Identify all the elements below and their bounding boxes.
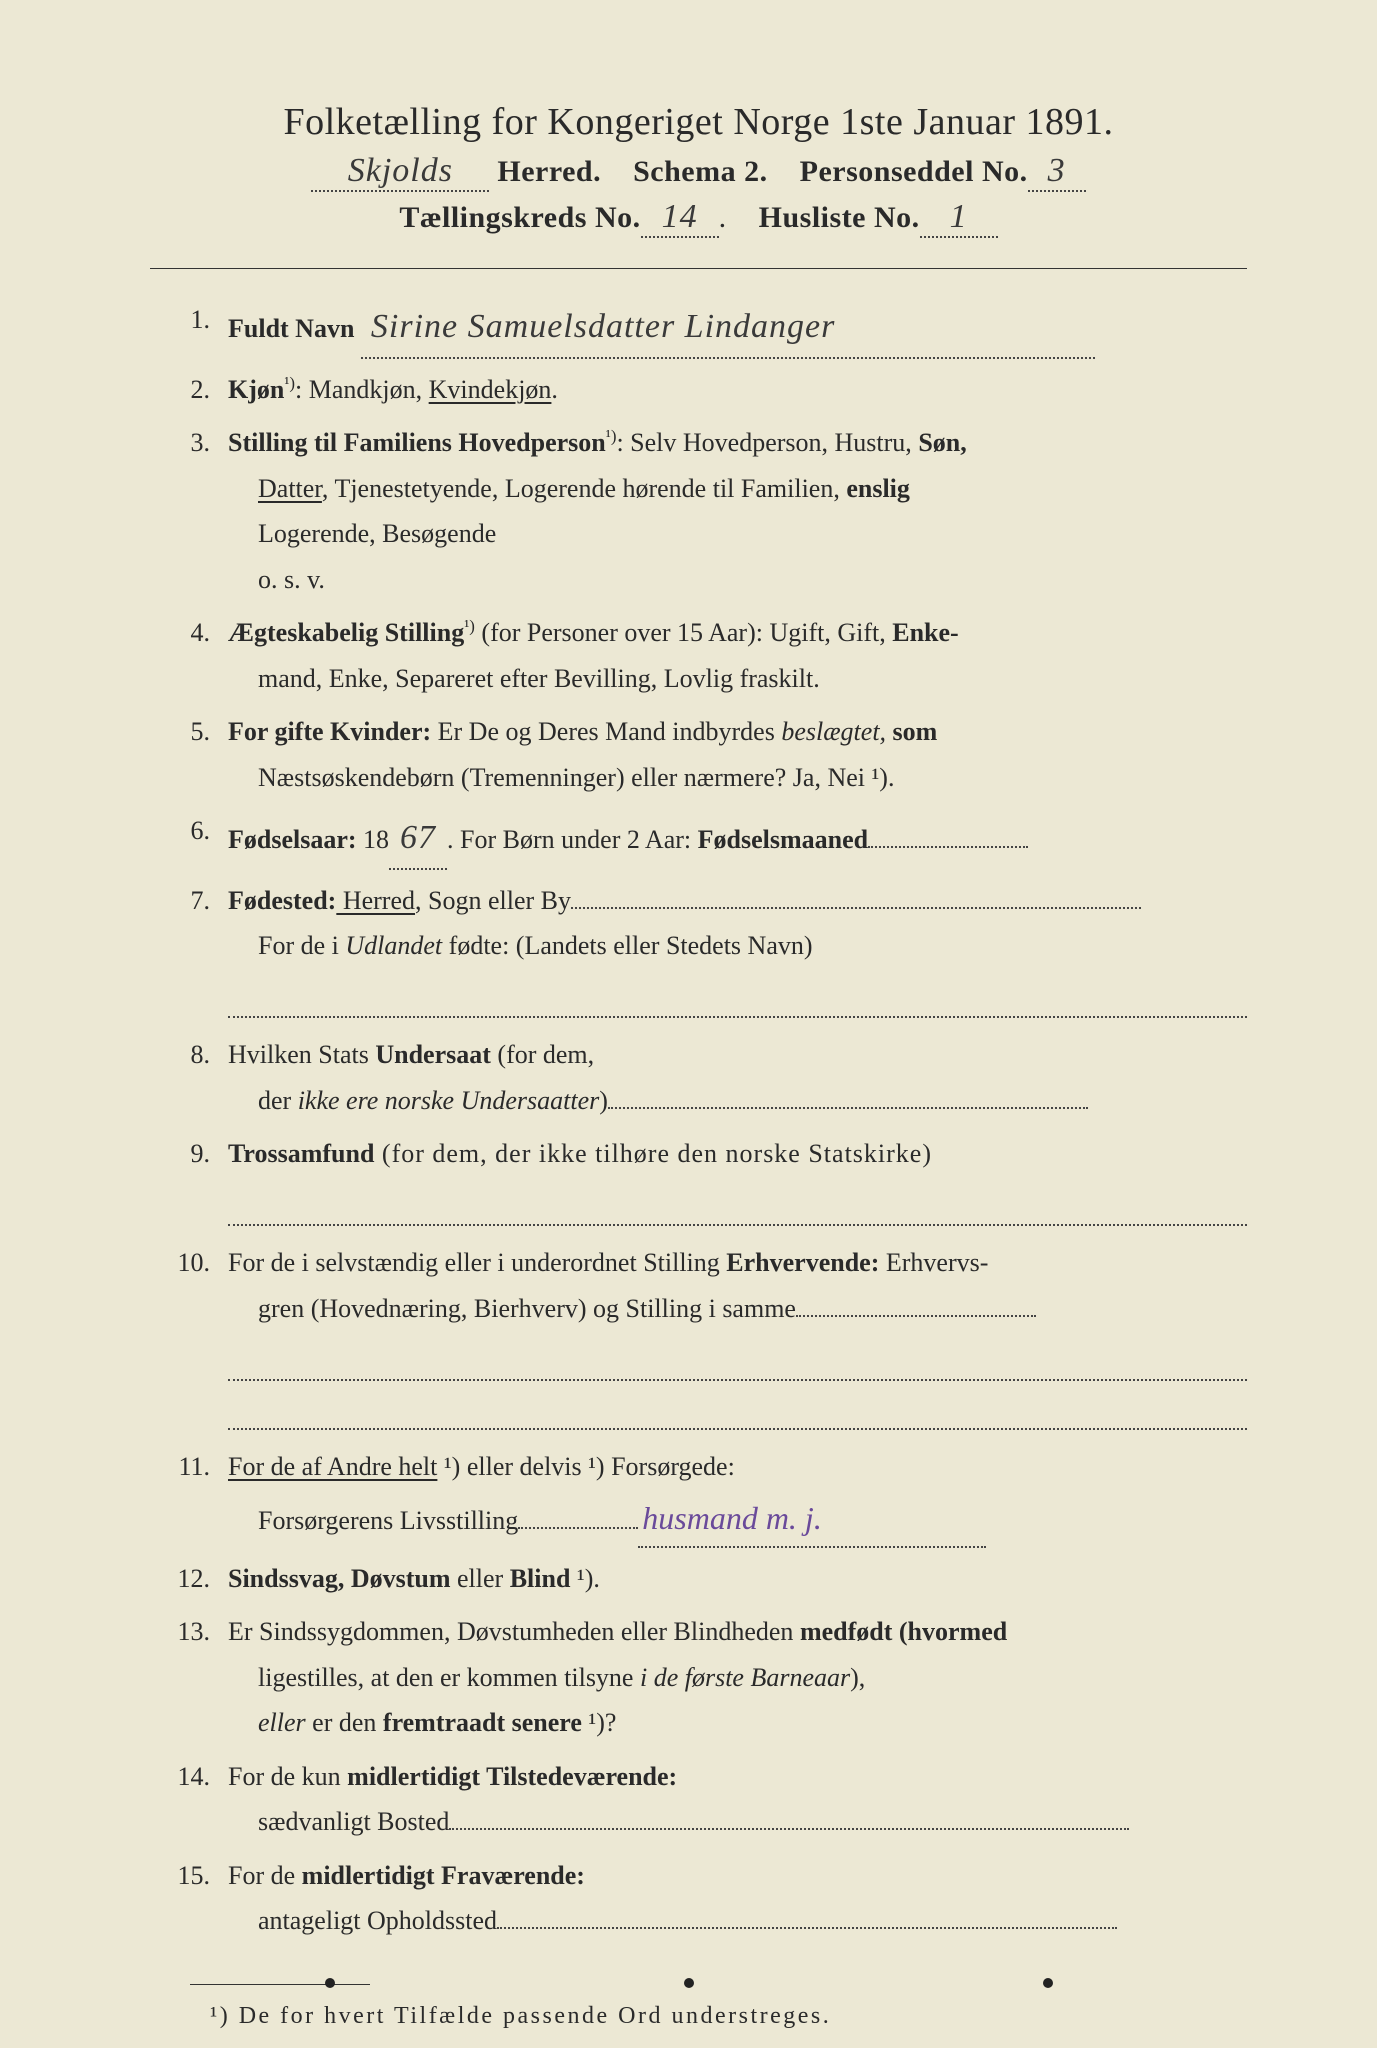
item-1: 1. Fuldt Navn Sirine Samuelsdatter Linda… (150, 297, 1247, 359)
label-5: For gifte Kvinder: (228, 717, 431, 746)
option-datter: Datter (258, 474, 322, 503)
label-6: Fødselsaar: (228, 825, 357, 854)
provider-occupation: husmand m. j. (638, 1490, 986, 1548)
item-6: 6. Fødselsaar: 1867. For Børn under 2 Aa… (150, 808, 1247, 870)
label-3: Stilling til Familiens Hovedperson (228, 428, 606, 457)
birth-year: 67 (389, 808, 447, 870)
husliste-no: 1 (920, 198, 998, 238)
label-12: Sindssvag, Døvstum (228, 1564, 451, 1593)
item-8: 8. Hvilken Stats Undersaat (for dem, der… (150, 1032, 1247, 1123)
option-kvindekjon: Kvindekjøn (429, 375, 552, 404)
header-line-2: Skjolds Herred. Schema 2. Personseddel N… (150, 152, 1247, 192)
person-label: Personseddel No. (800, 155, 1028, 188)
herred-value: Skjolds (311, 152, 489, 192)
binding-dots (0, 1978, 1377, 1988)
label-9: Trossamfund (228, 1139, 374, 1168)
census-form-page: Folketælling for Kongeriget Norge 1ste J… (0, 0, 1377, 2048)
name-value: Sirine Samuelsdatter Lindanger (361, 297, 1095, 359)
dot-icon (1043, 1978, 1053, 1988)
item-12: 12. Sindssvag, Døvstum eller Blind ¹). (150, 1556, 1247, 1602)
item-15: 15. For de midlertidigt Fraværende: anta… (150, 1853, 1247, 1944)
item-5: 5. For gifte Kvinder: Er De og Deres Man… (150, 709, 1247, 800)
main-title: Folketælling for Kongeriget Norge 1ste J… (150, 100, 1247, 144)
item-14: 14. For de kun midlertidigt Tilstedevære… (150, 1754, 1247, 1845)
form-items: 1. Fuldt Navn Sirine Samuelsdatter Linda… (150, 297, 1247, 1944)
item-13: 13. Er Sindssygdommen, Døvstumheden elle… (150, 1609, 1247, 1746)
form-header: Folketælling for Kongeriget Norge 1ste J… (150, 100, 1247, 238)
item-4: 4. Ægteskabelig Stilling¹) (for Personer… (150, 610, 1247, 701)
husliste-label: Husliste No. (759, 201, 920, 234)
item-7: 7. Fødested: Herred, Sogn eller By For d… (150, 878, 1247, 1025)
item-11: 11. For de af Andre helt ¹) eller delvis… (150, 1444, 1247, 1548)
item-2: 2. Kjøn¹): Mandkjøn, Kvindekjøn. (150, 367, 1247, 413)
label-4: Ægteskabelig Stilling (228, 618, 464, 647)
option-herred: Herred (336, 886, 415, 915)
label-2: Kjøn (228, 375, 284, 404)
footnote-text: ¹) De for hvert Tilfælde passende Ord un… (210, 2003, 1247, 2030)
dot-icon (684, 1978, 694, 1988)
item-10: 10. For de i selvstændig eller i underor… (150, 1240, 1247, 1436)
divider-top (150, 268, 1247, 269)
herred-label: Herred. (497, 155, 601, 188)
label-1: Fuldt Navn (228, 314, 354, 343)
option-andre-helt: For de af Andre helt (228, 1452, 437, 1481)
dot-icon (325, 1978, 335, 1988)
person-no: 3 (1028, 152, 1086, 192)
kreds-no: 14 (641, 198, 719, 238)
header-line-3: Tællingskreds No.14. Husliste No.1 (150, 198, 1247, 238)
kreds-label: Tællingskreds No. (399, 201, 640, 234)
schema-label: Schema 2. (633, 155, 768, 188)
item-3: 3. Stilling til Familiens Hovedperson¹):… (150, 420, 1247, 602)
item-9: 9. Trossamfund (for dem, der ikke tilhør… (150, 1131, 1247, 1232)
label-7: Fødested: (228, 886, 336, 915)
